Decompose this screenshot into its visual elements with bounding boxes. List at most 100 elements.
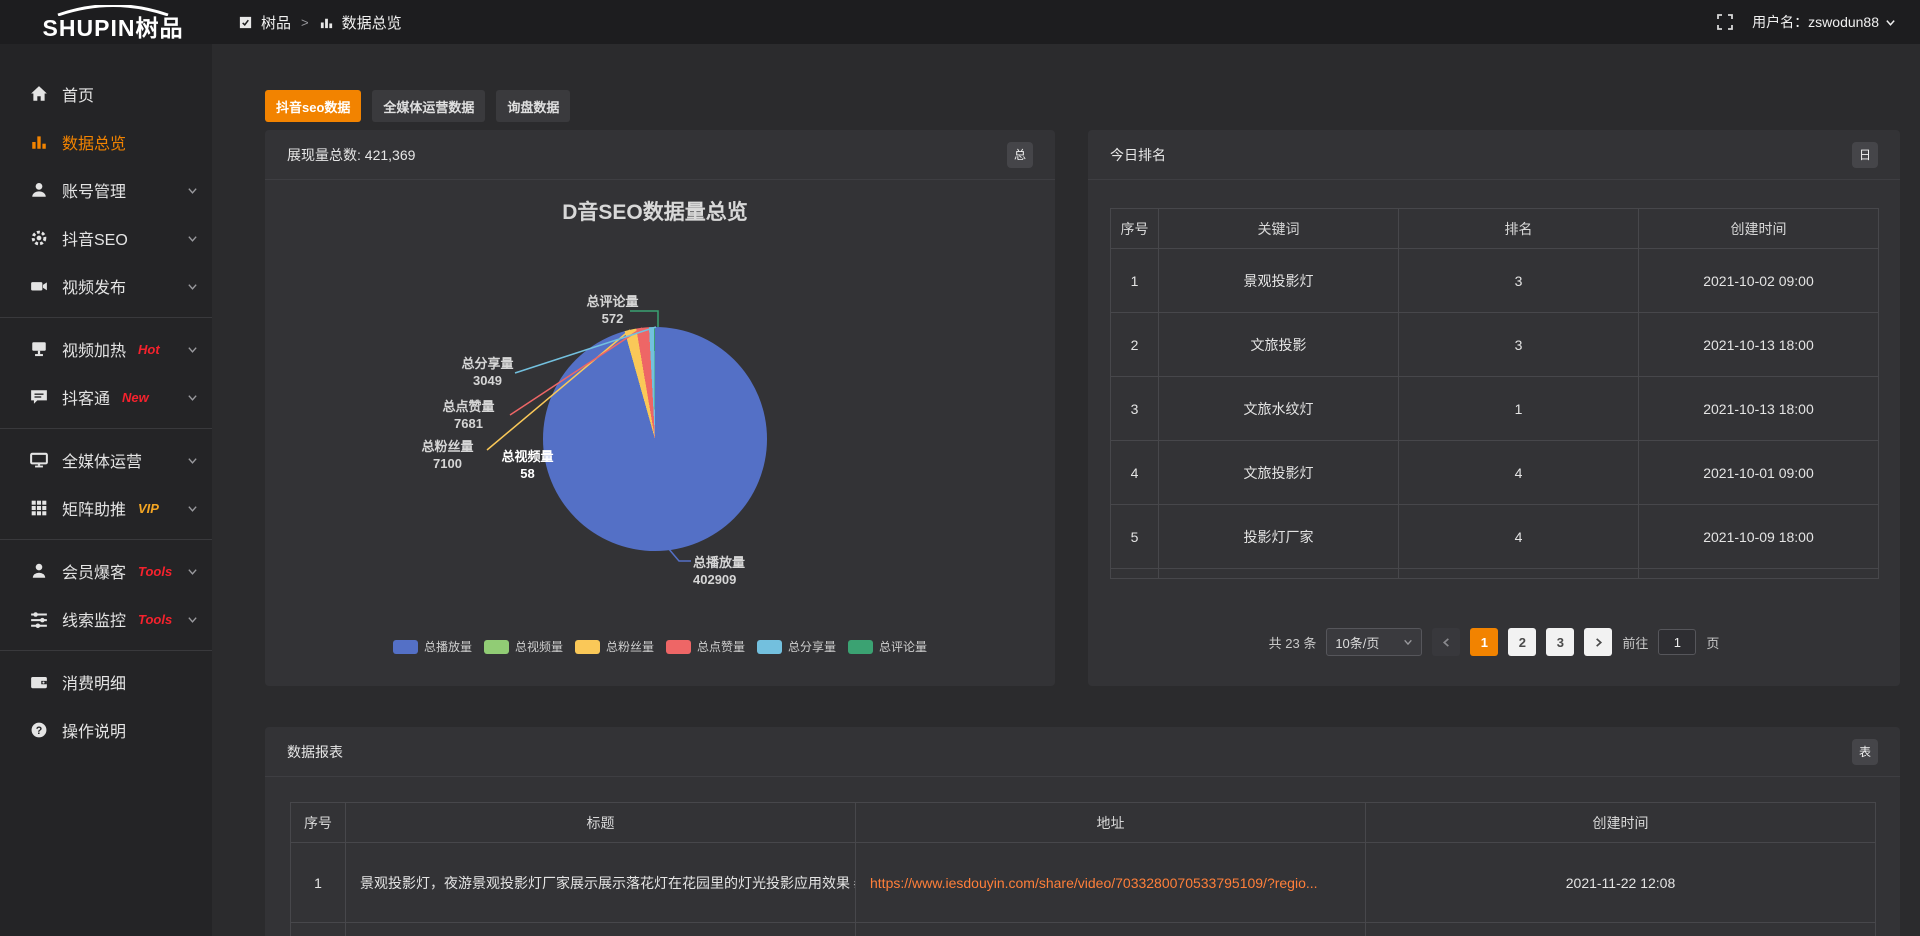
ranking-title: 今日排名: [1110, 146, 1166, 163]
logo-arc-icon: [57, 4, 169, 16]
fullscreen-icon[interactable]: [1716, 13, 1734, 31]
ranking-table: 序号 关键词 排名 创建时间 1 景观投影灯 3 2021-10-02 09:00 2…: [1110, 208, 1879, 579]
chevron-down-icon: [188, 187, 197, 194]
user-icon: [30, 181, 48, 199]
breadcrumb-current: 数据总览: [341, 14, 402, 32]
table-header-row: 序号 关键词 排名 创建时间: [1110, 208, 1879, 249]
today-ranking-panel: 今日排名 日 序号 关键词 排名 创建时间 1 景观投影灯 3 2021-10-02 …: [1088, 130, 1900, 686]
hot-badge: Hot: [138, 341, 160, 357]
legend-swatch: [574, 639, 600, 654]
sidebar-item-data-overview[interactable]: 数据总览: [0, 118, 212, 166]
breadcrumb: 树品 > 数据总览: [238, 12, 402, 33]
sidebar-item-matrix-boost[interactable]: 矩阵助推 VIP: [0, 484, 212, 532]
sidebar-item-account[interactable]: 账号管理: [0, 166, 212, 214]
col-title: 标题: [345, 802, 856, 843]
sidebar-item-lead-monitor[interactable]: 线索监控 Tools: [0, 595, 212, 643]
table-row-empty: [290, 922, 1876, 936]
svg-text:?: ?: [36, 725, 43, 737]
breadcrumb-root[interactable]: 树品: [261, 14, 292, 32]
chevron-down-icon: [188, 505, 197, 512]
vip-badge: VIP: [138, 500, 159, 516]
goto-label: 前往: [1622, 635, 1649, 651]
chevron-down-icon: [188, 568, 197, 575]
table-toggle-button[interactable]: 表: [1852, 738, 1878, 765]
chevron-down-icon: [188, 394, 197, 401]
page-button-2[interactable]: 2: [1508, 628, 1537, 656]
legend-item-plays[interactable]: 总播放量: [392, 638, 472, 655]
pie-label-fans: 总粉丝量 7100: [421, 439, 474, 471]
pie-label-plays: 总播放量 402909: [693, 555, 746, 587]
chevron-down-icon: [188, 283, 197, 290]
chevron-down-icon: [1886, 19, 1895, 26]
user-menu[interactable]: 用户名：zswodun88: [1752, 12, 1896, 32]
sidebar-item-media-operation[interactable]: 全媒体运营: [0, 436, 212, 484]
legend-swatch: [757, 639, 783, 654]
data-tabs: 抖音seo数据 全媒体运营数据 询盘数据: [265, 90, 571, 122]
chat-bubble-icon: [30, 388, 48, 406]
table-header-row: 序号 标题 地址 创建时间: [290, 802, 1876, 843]
pie-label-videos: 总视频量 58: [501, 449, 554, 481]
page-button-3[interactable]: 3: [1546, 628, 1575, 656]
legend-item-likes[interactable]: 总点赞量: [666, 638, 745, 655]
goto-page-input[interactable]: [1658, 629, 1697, 655]
total-count: 共 23 条: [1268, 635, 1317, 651]
legend-swatch: [483, 639, 509, 654]
chevron-down-icon: [188, 235, 197, 242]
wallet-icon: [30, 673, 48, 691]
sidebar-item-video-publish[interactable]: 视频发布: [0, 262, 212, 310]
sidebar-divider: [0, 650, 212, 651]
chevron-left-icon: [1442, 637, 1449, 647]
sidebar-item-video-heat[interactable]: 视频加热 Hot: [0, 325, 212, 373]
question-icon: ?: [30, 721, 48, 739]
next-page-button[interactable]: [1584, 628, 1613, 656]
seo-chart-panel: 展现量总数: 421,369 总 D音SEO数据量总览 总评论量 572 总分享量…: [265, 130, 1055, 686]
impressions-value: 421,369: [364, 146, 416, 163]
tab-douyin-seo-data[interactable]: 抖音seo数据: [265, 90, 362, 122]
chevron-right-icon: [1595, 637, 1602, 647]
logo[interactable]: SHUPIN树品: [18, 4, 208, 40]
tab-inquiry-data[interactable]: 询盘数据: [496, 90, 571, 122]
legend-item-shares[interactable]: 总分享量: [757, 638, 836, 655]
pie[interactable]: [543, 327, 767, 551]
sidebar-item-doukutong[interactable]: 抖客通 New: [0, 373, 212, 421]
pie-chart-title: D音SEO数据量总览: [562, 201, 748, 224]
chevron-down-icon: [1404, 639, 1413, 646]
tab-media-operation-data[interactable]: 全媒体运营数据: [372, 90, 486, 122]
sidebar-item-label: 抖客通: [62, 391, 111, 408]
sidebar-item-member[interactable]: 会员爆客 Tools: [0, 547, 212, 595]
page-size-select[interactable]: 10条/页: [1326, 628, 1423, 656]
report-table: 序号 标题 地址 创建时间 1 景观投影灯，夜游景观投影灯厂家展示展示落花灯在花…: [290, 802, 1876, 936]
chevron-down-icon: [188, 616, 197, 623]
pie-label-likes: 总点赞量 7681: [442, 399, 495, 431]
tools-badge: Tools: [138, 611, 173, 627]
person-icon: [30, 562, 48, 580]
bar-chart-icon: [30, 133, 48, 151]
sidebar-item-douyin-seo[interactable]: 抖音SEO: [0, 214, 212, 262]
sidebar-divider: [0, 428, 212, 429]
table-row-empty: [1110, 568, 1879, 579]
legend-item-videos[interactable]: 总视频量: [483, 638, 563, 655]
table-row: 2 文旅投影 3 2021-10-13 18:00: [1110, 312, 1879, 377]
sliders-icon: [30, 610, 48, 628]
prev-page-button[interactable]: [1432, 628, 1461, 656]
top-header: SHUPIN树品 树品 > 数据总览 用户名：zswodun88: [0, 0, 1920, 44]
day-toggle-button[interactable]: 日: [1852, 141, 1878, 168]
sidebar-item-expenses[interactable]: 消费明细: [0, 658, 212, 706]
sidebar-item-home[interactable]: 首页: [0, 70, 212, 118]
impressions-label: 展现量总数:: [287, 146, 361, 163]
pie-legend: 总播放量 总视频量 总粉丝量 总点赞量 总分享量 总评论量: [265, 638, 1055, 655]
legend-swatch: [848, 639, 874, 654]
legend-item-fans[interactable]: 总粉丝量: [574, 638, 654, 655]
pagination: 共 23 条 10条/页 1 2 3 前往 页: [1088, 628, 1900, 656]
legend-swatch: [392, 639, 418, 654]
ranking-panel-header: 今日排名 日: [1088, 130, 1900, 180]
page-button-1[interactable]: 1: [1470, 628, 1499, 656]
video-link[interactable]: https://www.iesdouyin.com/share/video/70…: [870, 874, 1318, 891]
home-icon: [30, 85, 48, 103]
legend-item-comments[interactable]: 总评论量: [848, 638, 927, 655]
total-toggle-button[interactable]: 总: [1007, 141, 1033, 168]
col-rank: 排名: [1398, 208, 1639, 249]
chart-mini-icon: [320, 18, 332, 28]
sidebar-item-help[interactable]: ? 操作说明: [0, 706, 212, 754]
username-label: 用户名：zswodun88: [1752, 14, 1879, 30]
